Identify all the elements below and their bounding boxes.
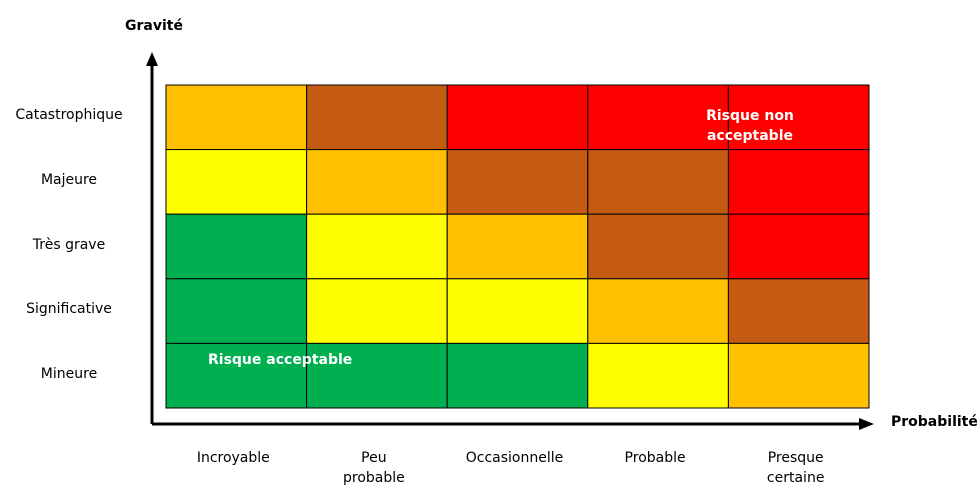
y-axis xyxy=(146,52,158,424)
risk-cell-orange xyxy=(165,84,308,151)
risk-cell-red xyxy=(446,84,589,151)
risk-cell-yellow xyxy=(587,342,729,409)
severity-label: Catastrophique xyxy=(15,107,123,124)
risk-cell-orange xyxy=(306,149,448,215)
acceptable-zone-label: Risque acceptable xyxy=(208,352,353,368)
y-axis-arrowhead xyxy=(146,52,158,66)
risk-cell-green xyxy=(306,342,448,409)
risk-cell-brown xyxy=(727,278,870,344)
risk-cell-red xyxy=(727,84,870,151)
risk-cell-orange xyxy=(446,213,589,280)
risk-cell-brown xyxy=(446,149,589,215)
risk-cell-brown xyxy=(587,213,729,280)
risk-cell-yellow xyxy=(306,278,448,344)
risk-cell-red xyxy=(727,149,870,215)
risk-cells xyxy=(165,84,870,409)
risk-cell-yellow xyxy=(306,213,448,280)
probability-label: Presque certaine xyxy=(766,450,825,486)
non-acceptable-zone-label: Risque non acceptable xyxy=(706,108,794,144)
risk-cell-yellow xyxy=(446,278,589,344)
risk-cell-green xyxy=(165,213,308,280)
risk-cell-brown xyxy=(587,149,729,215)
y-axis-title: Gravité xyxy=(125,18,183,34)
risk-cell-red xyxy=(587,84,729,151)
probability-label: Probable xyxy=(624,450,686,466)
risk-cell-orange xyxy=(727,342,870,409)
risk-cell-green xyxy=(165,278,308,344)
severity-label: Mineure xyxy=(40,365,98,382)
severity-label: Très grave xyxy=(32,236,106,253)
probability-label: Peu probable xyxy=(343,450,405,486)
x-axis-title: Probabilité xyxy=(891,414,978,430)
risk-cell-green xyxy=(446,342,589,409)
probability-label: Incroyable xyxy=(196,450,270,466)
probability-label: Occasionnelle xyxy=(465,450,564,466)
severity-label: Significative xyxy=(26,301,112,318)
risk-cell-brown xyxy=(306,84,448,151)
x-axis xyxy=(152,418,874,430)
severity-label: Majeure xyxy=(40,171,98,188)
x-axis-arrowhead xyxy=(859,418,874,430)
risk-cell-red xyxy=(727,213,870,280)
risk-cell-orange xyxy=(587,278,729,344)
risk-cell-yellow xyxy=(165,149,308,215)
